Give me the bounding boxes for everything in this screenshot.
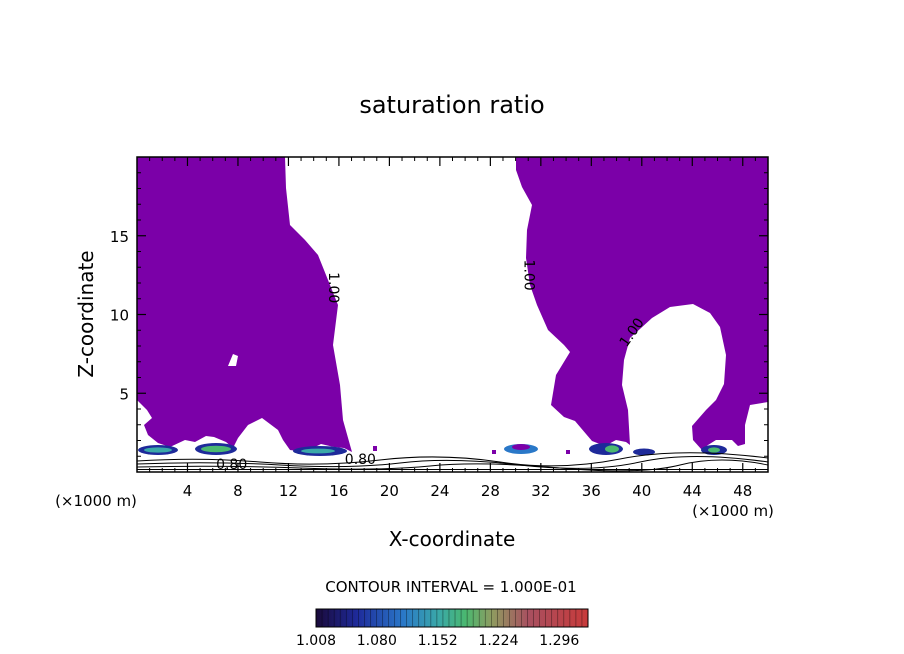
colorbar-tick-label: 1.008	[296, 633, 336, 649]
x-tick-label: 28	[481, 482, 500, 500]
x-tick-label: 44	[683, 482, 702, 500]
x-tick-label: 12	[279, 482, 298, 500]
contour-line	[137, 456, 768, 469]
x-tick-label: 48	[733, 482, 752, 500]
x-tick-label: 4	[183, 482, 193, 500]
x-tick-label: 36	[582, 482, 601, 500]
contour-label: 0.80	[216, 457, 247, 473]
cell-blob	[708, 447, 720, 453]
colorbar-labels: 1.008 1.080 1.152 1.224 1.296	[296, 633, 579, 649]
cell-blob	[605, 445, 619, 453]
cell-blob	[301, 448, 335, 454]
plot-area	[137, 157, 768, 472]
colorbar-tick-label: 1.224	[478, 633, 518, 649]
contour-interval-text: CONTOUR INTERVAL = 1.000E-01	[325, 578, 576, 596]
contour-labels: 1.00 1.001.000.80 0.80	[216, 260, 648, 473]
colorbar-stripes	[321, 609, 583, 627]
cell-blob	[492, 450, 496, 454]
near-surface-cells	[138, 443, 727, 456]
cell-blob	[201, 445, 231, 453]
x-unit-label-right: (×1000 m)	[692, 502, 774, 520]
saturated-region-right	[516, 157, 768, 450]
colorbar-tick-label: 1.296	[539, 633, 579, 649]
saturated-region-left	[137, 157, 352, 452]
y-tick-label: 15	[110, 228, 129, 246]
unsaturated-hole	[228, 354, 238, 366]
x-unit-label: (×1000 m)	[55, 492, 137, 510]
x-tick-label: 8	[233, 482, 243, 500]
x-tick-label: 20	[380, 482, 399, 500]
contour-label: 0.80	[345, 452, 376, 468]
colorbar-gradient	[315, 608, 589, 628]
contour-label: 1.00	[325, 272, 341, 303]
cell-blob	[144, 447, 172, 453]
chart-title: saturation ratio	[359, 91, 544, 119]
cell-blob	[566, 450, 570, 454]
cell-blob	[512, 444, 530, 450]
y-tick-label: 5	[119, 385, 129, 403]
contour-label: 1.00	[520, 260, 536, 291]
x-tick-label: 40	[632, 482, 651, 500]
y-axis-label: Z-coordinate	[74, 250, 98, 377]
colorbar-tick-label: 1.152	[418, 633, 458, 649]
cell-blob	[373, 446, 377, 451]
cell-blob	[633, 448, 655, 456]
x-tick-label: 24	[430, 482, 449, 500]
x-axis-label: X-coordinate	[389, 527, 516, 551]
colorbar: 1.008 1.080 1.152 1.224 1.296	[296, 608, 589, 649]
x-tick-label: 16	[329, 482, 348, 500]
contour-line	[137, 452, 768, 467]
colorbar-tick-label: 1.080	[357, 633, 397, 649]
x-tick-label: 32	[531, 482, 550, 500]
contour-line	[137, 459, 768, 472]
y-tick-label: 10	[110, 307, 129, 325]
